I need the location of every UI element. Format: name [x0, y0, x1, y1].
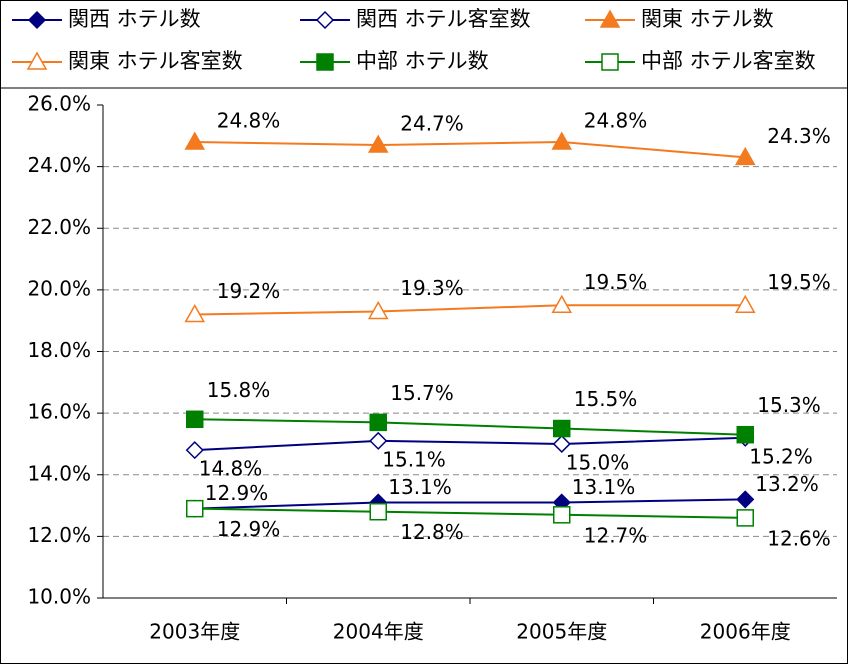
- data-label: 19.3%: [400, 276, 464, 300]
- data-point: [186, 499, 204, 518]
- series-line: [194, 498, 746, 510]
- legend-marker: [599, 9, 621, 28]
- series-line: [194, 436, 746, 452]
- data-label: 13.2%: [755, 472, 819, 496]
- data-label: 13.1%: [388, 475, 452, 499]
- legend-marker: [601, 53, 619, 71]
- y-tick-label: 14.0%: [27, 461, 91, 485]
- data-point: [551, 294, 573, 314]
- data-label: 15.0%: [566, 450, 630, 474]
- legend-item: 関西 ホテル客室数: [300, 7, 531, 31]
- series-line: [194, 418, 746, 436]
- data-point: [552, 434, 571, 453]
- series-line: [194, 507, 746, 519]
- legend-marker: [316, 53, 334, 71]
- y-tick-label: 18.0%: [27, 338, 91, 362]
- data-point: [367, 300, 389, 320]
- legend-label: 関東 ホテル客室数: [68, 49, 243, 73]
- legend-label: 中部 ホテル客室数: [641, 49, 816, 73]
- data-point: [736, 509, 754, 527]
- data-point: [736, 425, 754, 444]
- data-point: [553, 506, 571, 524]
- x-tick-label: 2005年度: [516, 620, 607, 644]
- data-point: [184, 303, 206, 323]
- legend-label: 関西 ホテル客室数: [356, 7, 531, 31]
- legend-item: 中部 ホテル数: [300, 49, 489, 73]
- data-label: 15.5%: [574, 387, 638, 411]
- data-label: 19.5%: [767, 270, 831, 294]
- data-label: 12.9%: [205, 481, 269, 505]
- data-point: [551, 131, 573, 150]
- data-label: 15.2%: [749, 444, 813, 468]
- data-point: [367, 134, 389, 153]
- x-tick-label: 2004年度: [333, 620, 424, 644]
- data-point: [369, 431, 388, 450]
- legend-label: 関東 ホテル数: [641, 7, 774, 31]
- legend-marker: [315, 10, 335, 30]
- data-label: 15.7%: [390, 381, 454, 405]
- legend-item: 関西 ホテル数: [12, 7, 201, 31]
- data-point: [553, 419, 571, 438]
- data-label: 15.8%: [207, 378, 271, 402]
- data-point: [369, 413, 387, 432]
- data-label: 12.6%: [767, 526, 831, 550]
- legend-label: 関西 ホテル数: [68, 7, 201, 31]
- data-label: 24.8%: [584, 108, 648, 132]
- legend-label: 中部 ホテル数: [356, 49, 489, 73]
- x-tick-label: 2006年度: [700, 620, 791, 644]
- data-point: [369, 502, 387, 521]
- data-label: 14.8%: [199, 457, 263, 481]
- y-tick-label: 24.0%: [27, 153, 91, 177]
- legend-item: 関東 ホテル数: [585, 7, 774, 31]
- y-tick-label: 20.0%: [27, 276, 91, 300]
- data-label: 13.1%: [572, 475, 636, 499]
- x-tick-label: 2003年度: [149, 620, 240, 644]
- y-tick-label: 10.0%: [27, 585, 91, 609]
- legend-item: 中部 ホテル客室数: [585, 49, 816, 73]
- data-point: [736, 490, 755, 509]
- legend-item: 関東 ホテル客室数: [12, 49, 243, 73]
- data-label: 12.7%: [584, 523, 648, 547]
- data-point: [734, 294, 756, 314]
- y-tick-label: 12.0%: [27, 523, 91, 547]
- data-point: [185, 441, 204, 460]
- data-point: [184, 131, 206, 150]
- y-tick-label: 22.0%: [27, 215, 91, 239]
- legend-marker: [26, 51, 48, 70]
- data-label: 19.2%: [217, 279, 281, 303]
- data-label: 15.1%: [382, 447, 446, 471]
- y-tick-label: 26.0%: [27, 92, 91, 116]
- series-line: [194, 140, 746, 159]
- data-label: 24.3%: [767, 124, 831, 148]
- data-label: 15.3%: [757, 393, 821, 417]
- data-label: 19.5%: [584, 270, 648, 294]
- data-label: 24.7%: [400, 112, 464, 136]
- data-label: 12.8%: [400, 520, 464, 544]
- data-label: 12.9%: [217, 517, 281, 541]
- data-label: 24.8%: [217, 108, 281, 132]
- legend-marker: [27, 10, 47, 30]
- y-tick-label: 16.0%: [27, 400, 91, 424]
- data-point: [734, 146, 756, 166]
- data-point: [186, 410, 204, 429]
- series-line: [194, 304, 746, 316]
